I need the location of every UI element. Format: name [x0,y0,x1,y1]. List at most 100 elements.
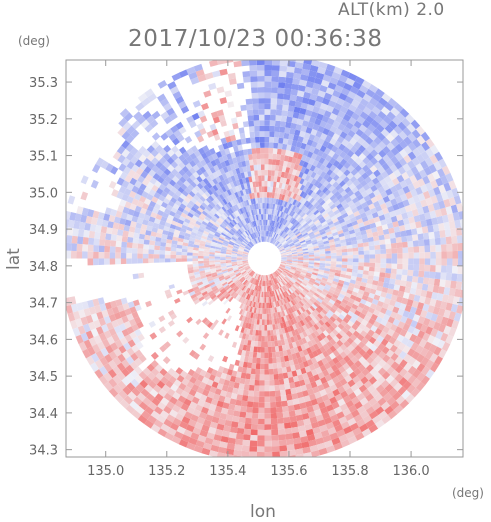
velocity-bin [271,440,280,447]
velocity-bin [356,235,363,241]
velocity-bin [380,401,391,411]
velocity-bin [83,339,92,349]
velocity-bin [228,214,234,221]
velocity-bin [238,360,244,368]
velocity-bin [344,374,353,383]
velocity-bin [345,274,352,280]
velocity-bin [239,244,245,249]
velocity-bin [135,167,144,176]
velocity-bin [241,285,246,291]
velocity-bin [90,353,100,363]
velocity-bin [271,232,275,238]
velocity-bin [235,272,241,276]
velocity-bin [275,401,283,408]
velocity-bin [209,186,216,194]
velocity-bin [333,278,340,283]
velocity-bin [312,350,319,358]
velocity-bin [275,159,281,166]
velocity-bin [182,151,190,159]
velocity-bin [125,356,135,365]
velocity-bin [309,364,316,371]
velocity-bin [309,164,316,172]
velocity-bin [244,423,252,430]
velocity-bin [434,209,442,218]
velocity-bin [338,206,345,213]
velocity-bin [427,305,435,314]
velocity-bin [433,346,442,356]
velocity-bin [269,186,273,193]
velocity-bin [289,359,295,367]
velocity-bin [291,140,298,147]
velocity-bin [440,244,447,252]
velocity-bin [403,154,412,164]
velocity-bin [176,426,186,435]
velocity-bin [312,159,319,167]
velocity-bin [303,215,310,221]
velocity-bin [390,311,398,319]
velocity-bin [314,100,322,108]
velocity-bin [279,384,286,391]
velocity-bin [246,367,252,374]
velocity-bin [291,263,298,267]
velocity-bin [255,181,259,187]
velocity-bin [325,422,335,430]
velocity-bin [260,158,265,165]
velocity-bin [291,249,297,252]
velocity-bin [281,240,287,245]
velocity-bin [358,262,365,267]
velocity-bin [181,255,187,259]
velocity-bin [420,160,429,170]
velocity-bin [248,276,253,282]
velocity-bin [247,294,251,301]
velocity-bin [354,401,363,410]
velocity-bin [365,209,372,217]
velocity-bin [289,287,295,293]
velocity-bin [410,189,418,198]
velocity-bin [237,262,243,264]
velocity-bin [350,356,359,364]
velocity-bin [235,111,242,118]
velocity-bin [253,290,257,297]
velocity-bin [255,237,259,244]
velocity-bin [251,278,256,284]
velocity-bin [212,275,219,280]
velocity-bin [203,442,212,451]
velocity-bin [261,280,263,287]
velocity-bin [446,265,453,274]
velocity-bin [111,306,120,314]
velocity-bin [256,319,260,325]
velocity-bin [283,338,289,345]
velocity-bin [232,235,238,240]
velocity-bin [138,272,145,279]
velocity-bin [288,241,294,245]
velocity-bin [319,265,326,268]
velocity-bin [334,200,341,207]
velocity-bin [298,217,304,224]
velocity-bin [237,144,243,151]
velocity-bin [111,189,119,198]
velocity-bin [336,170,344,178]
velocity-bin [336,354,344,362]
velocity-bin [300,283,306,288]
velocity-bin [246,275,251,281]
velocity-bin [425,197,433,206]
velocity-bin [325,404,334,412]
velocity-bin [203,157,211,165]
velocity-bin [316,288,323,294]
velocity-bin [350,275,357,281]
velocity-bin [302,206,308,213]
velocity-bin [281,166,287,173]
velocity-bin [172,404,181,413]
velocity-bin [190,432,200,441]
velocity-bin [311,311,318,318]
velocity-bin [420,324,428,333]
velocity-bin [382,228,390,235]
velocity-bin [99,303,107,312]
x-tick-label: 135.0 [87,464,124,479]
velocity-bin [189,152,197,160]
velocity-bin [310,171,317,179]
velocity-bin [347,157,355,165]
velocity-bin [304,235,310,240]
velocity-bin [244,378,251,385]
velocity-bin [375,205,383,212]
